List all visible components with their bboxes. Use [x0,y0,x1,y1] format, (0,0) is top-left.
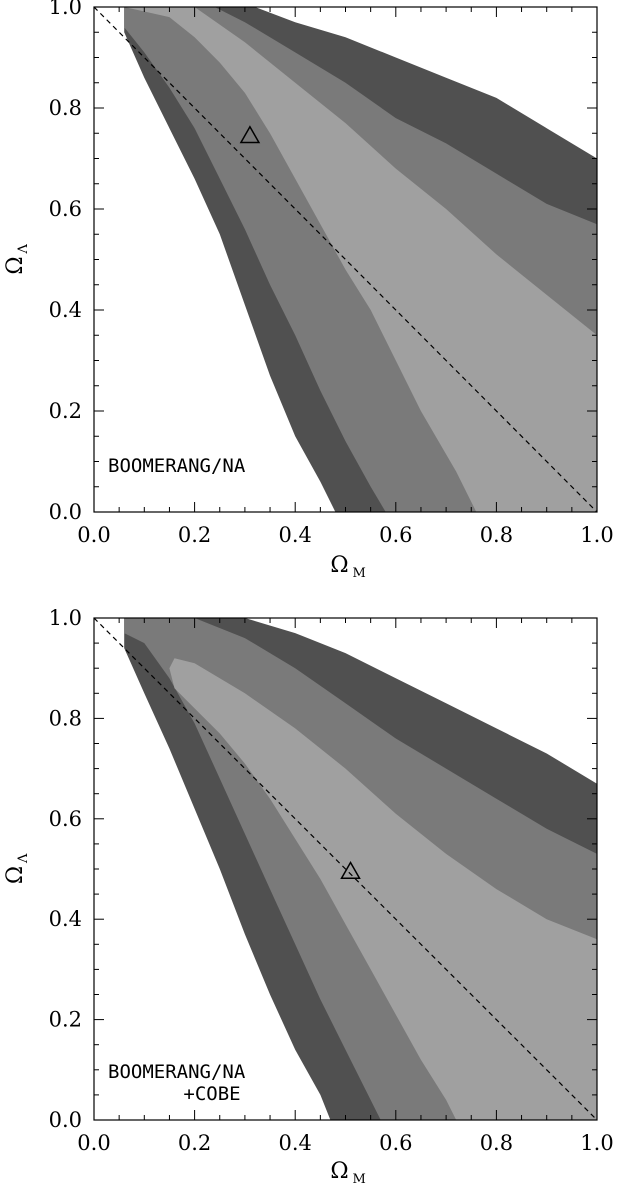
y-tick-label: 0.2 [49,399,82,423]
chart-panel-bottom: 0.00.00.20.20.40.40.60.60.80.81.01.0Ω MΩΛ… [3,606,614,1187]
x-tick-label: 0.8 [480,523,513,547]
flat-universe-line [94,7,597,512]
y-tick-label: 0.4 [49,298,82,322]
flat-universe-line [94,618,597,1120]
chart-panel-top: 0.00.00.20.20.40.40.60.60.80.81.01.0Ω MΩΛ… [3,0,614,581]
x-tick-label: 0.6 [379,1131,412,1155]
best-fit-marker [239,125,261,144]
y-tick-label: 0.0 [49,1108,82,1132]
x-axis-label: Ω [330,1159,348,1184]
x-tick-label: 1.0 [580,1131,613,1155]
y-tick-label: 0.4 [49,907,82,931]
y-axis-label-group: ΩΛ [3,244,31,275]
x-tick-label: 0.6 [379,523,412,547]
best-fit-marker [340,860,361,880]
y-axis-label: Ω [3,256,28,274]
y-axis-label-group: ΩΛ [3,853,31,884]
y-tick-label: 0.6 [49,197,82,221]
x-tick-label: 0.2 [178,1131,211,1155]
y-tick-label: 0.0 [49,500,82,524]
x-tick-label: 0.8 [480,1131,513,1155]
annotation-line-0: BOOMERANG/NA [108,1061,246,1083]
x-axis-label-subscript: M [353,1172,366,1187]
plot-area [94,618,597,1120]
x-axis-label-subscript: M [353,566,366,581]
y-tick-label: 0.8 [49,706,82,730]
y-tick-label: 0.2 [49,1008,82,1032]
y-axis-label-subscript: Λ [16,244,31,255]
x-tick-label: 0.4 [278,523,311,547]
y-axis-label: Ω [3,866,28,884]
contour-inner [124,7,597,512]
y-tick-label: 0.8 [49,96,82,120]
annotation-line-1: +COBE [183,1083,240,1105]
annotation-line-0: BOOMERANG/NA [108,455,246,477]
x-tick-label: 0.0 [77,523,110,547]
plot-area [94,7,597,512]
contour-inner [169,658,597,1120]
y-tick-label: 1.0 [49,0,82,19]
x-tick-label: 0.4 [278,1131,311,1155]
x-tick-label: 0.0 [77,1131,110,1155]
x-axis-label: Ω [330,553,348,578]
y-tick-label: 0.6 [49,807,82,831]
x-tick-label: 1.0 [580,523,613,547]
x-tick-label: 0.2 [178,523,211,547]
y-axis-label-subscript: Λ [16,853,31,864]
y-tick-label: 1.0 [49,606,82,630]
